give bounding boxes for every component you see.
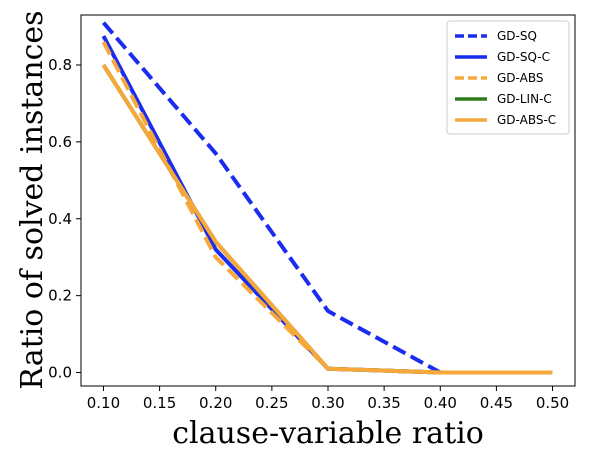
x-tick-label: 0.15 <box>143 394 176 412</box>
y-tick-label: 0.4 <box>48 210 72 228</box>
axis-ticks: 0.10 0.15 0.20 0.25 0.30 0.35 0.40 0.45 0.50 0.0 0… <box>48 56 569 412</box>
legend-label: GD-ABS <box>497 71 543 85</box>
y-tick-label: 0.0 <box>48 364 72 382</box>
x-tick-label: 0.50 <box>536 394 569 412</box>
plot-area-frame <box>80 14 576 387</box>
x-tick-label: 0.40 <box>424 394 457 412</box>
legend-label: GD-SQ <box>497 29 537 43</box>
x-tick-label: 0.30 <box>311 394 344 412</box>
legend-label: GD-SQ-C <box>497 50 550 64</box>
legend-label: GD-LIN-C <box>497 92 552 106</box>
x-tick-label: 0.35 <box>367 394 400 412</box>
series-line-gd-abs-c <box>101 63 553 375</box>
x-axis-title: clause-variable ratio <box>172 416 484 451</box>
x-tick-label: 0.20 <box>199 394 232 412</box>
x-tick-label: 0.45 <box>480 394 513 412</box>
y-tick-label: 0.6 <box>48 133 72 151</box>
legend-label: GD-ABS-C <box>497 113 556 127</box>
y-tick-label: 0.8 <box>48 56 72 74</box>
legend: GD-SQ GD-SQ-C GD-ABS GD-LIN-C GD-ABS-C <box>446 20 570 135</box>
y-axis-title: Ratio of solved instances <box>15 10 50 389</box>
x-tick-label: 0.10 <box>87 394 120 412</box>
x-tick-label: 0.25 <box>255 394 288 412</box>
legend-box <box>446 20 570 135</box>
series-layer <box>101 21 553 375</box>
y-tick-label: 0.2 <box>48 287 72 305</box>
